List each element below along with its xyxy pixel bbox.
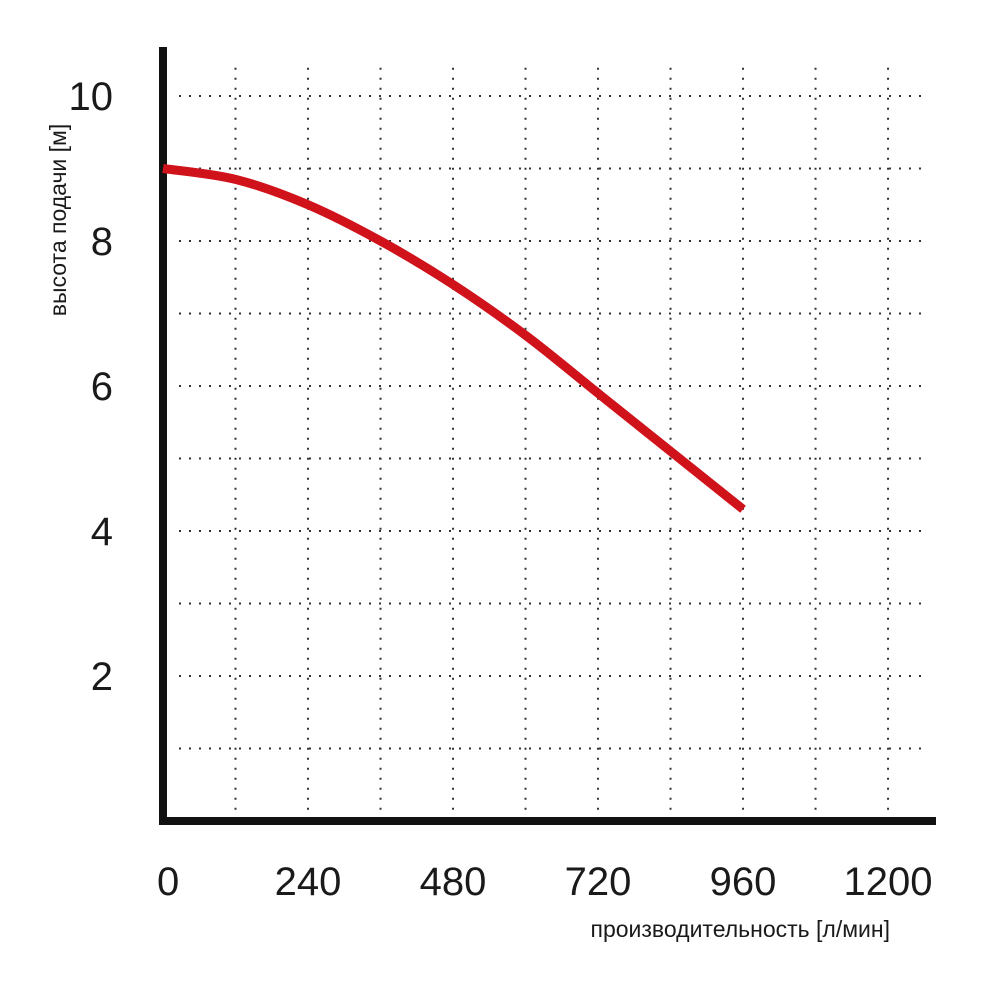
x-tick-label: 960 (710, 860, 777, 904)
y-tick-label: 8 (91, 220, 113, 264)
tick-labels: 0 240 480 720 960 1200 2 4 6 8 10 (69, 75, 933, 904)
x-tick-label: 1200 (844, 860, 933, 904)
y-tick-label: 10 (69, 75, 114, 119)
x-tick-label: 240 (275, 860, 342, 904)
grid (179, 67, 922, 815)
x-tick-label: 720 (565, 860, 632, 904)
y-axis-title: высота подачи [м] (45, 124, 71, 317)
y-tick-label: 4 (91, 510, 113, 554)
x-tick-label: 0 (157, 860, 179, 904)
x-axis-title: производительность [л/мин] (590, 916, 890, 942)
y-tick-label: 6 (91, 365, 113, 409)
x-tick-label: 480 (420, 860, 487, 904)
y-tick-label: 2 (91, 655, 113, 699)
series-group (162, 164, 746, 513)
axes (159, 47, 936, 825)
series-line (162, 164, 746, 513)
